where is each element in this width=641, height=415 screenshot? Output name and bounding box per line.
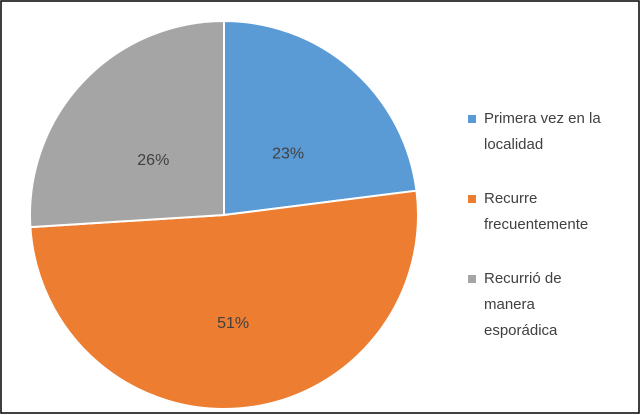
legend-label: Recurre frecuentemente xyxy=(484,190,589,233)
pie-slice xyxy=(29,189,419,410)
legend: Primera vez en la localidad Recurre frecu… xyxy=(468,106,606,372)
pie-slice xyxy=(29,19,225,229)
data-label: 26% xyxy=(137,152,169,169)
legend-swatch xyxy=(468,115,476,123)
legend-label: Recurrió de manera esporádica xyxy=(484,270,562,339)
pie-slice xyxy=(223,19,418,217)
data-label: 51% xyxy=(217,315,249,332)
legend-item: Primera vez en la localidad xyxy=(468,106,606,158)
legend-item: Recurre frecuentemente xyxy=(468,186,606,238)
legend-swatch xyxy=(468,275,476,283)
legend-label: Primera vez en la localidad xyxy=(484,110,601,153)
data-label: 23% xyxy=(272,145,304,162)
legend-item: Recurrió de manera esporádica xyxy=(468,266,606,344)
legend-swatch xyxy=(468,195,476,203)
